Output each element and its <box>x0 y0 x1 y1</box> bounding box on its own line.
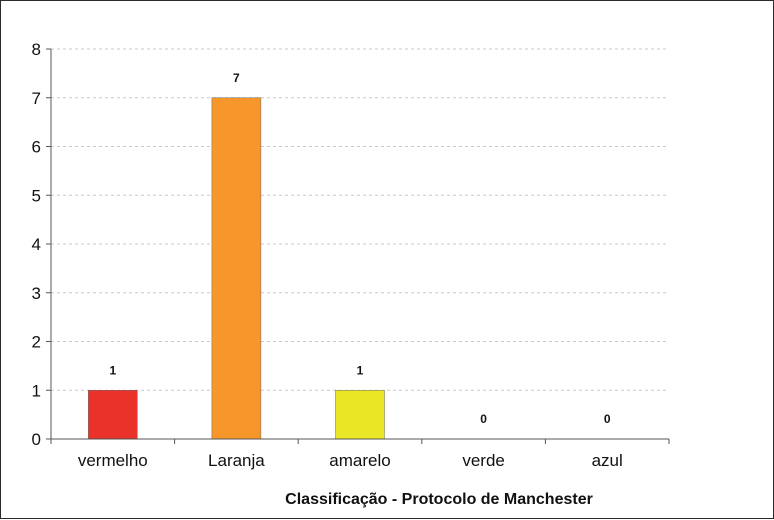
y-tick-label: 1 <box>32 381 41 400</box>
data-label: 1 <box>357 363 364 377</box>
category-label: vermelho <box>78 451 148 470</box>
category-label: amarelo <box>329 451 390 470</box>
y-tick-label: 4 <box>32 235 41 254</box>
bars <box>88 97 385 440</box>
y-tick-label: 7 <box>32 89 41 108</box>
axes <box>46 48 670 444</box>
data-label: 0 <box>480 412 487 426</box>
y-tick-label: 3 <box>32 284 41 303</box>
y-tick-label: 5 <box>32 186 41 205</box>
y-tick-label: 8 <box>32 40 41 59</box>
bar-vermelho <box>88 390 138 440</box>
bar-amarelo <box>335 390 385 440</box>
data-label: 1 <box>109 363 116 377</box>
gridlines <box>51 48 669 391</box>
bar-laranja <box>211 97 262 440</box>
category-label: azul <box>592 451 623 470</box>
y-tick-label: 0 <box>32 430 41 449</box>
data-label: 0 <box>604 412 611 426</box>
data-label: 7 <box>233 71 240 85</box>
x-axis-title: Classificação - Protocolo de Manchester <box>285 491 593 508</box>
y-tick-label: 2 <box>32 333 41 352</box>
category-label: Laranja <box>208 451 265 470</box>
category-label: verde <box>462 451 505 470</box>
labels: 0 1 2 3 4 5 6 7 8 1 vermelho 7 Laranja 1 amarelo 0 verde… <box>32 40 623 470</box>
y-tick-label: 6 <box>32 138 41 157</box>
